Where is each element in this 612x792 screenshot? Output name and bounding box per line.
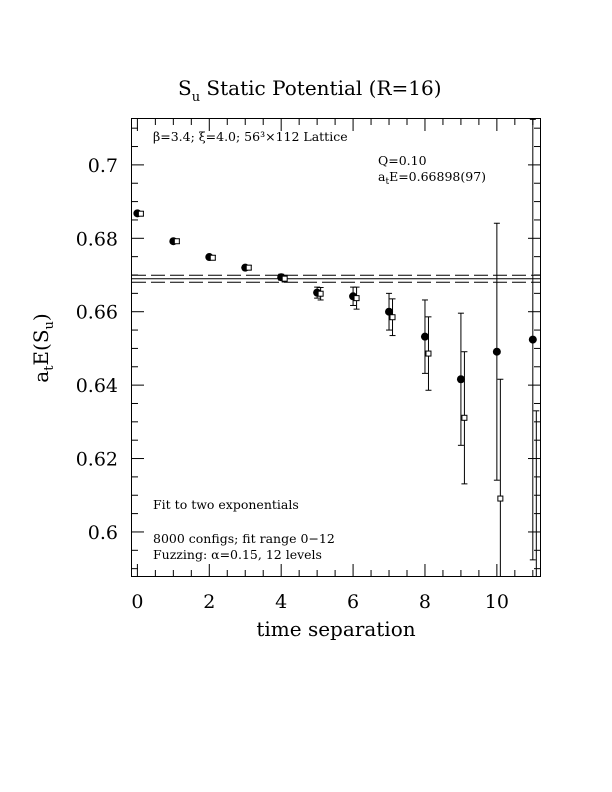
data-point-square <box>245 264 252 271</box>
data-point-square <box>534 603 539 608</box>
data-point-circle <box>528 335 537 344</box>
y-axis-label: atE(Su) <box>29 313 57 382</box>
data-point-square <box>497 495 504 502</box>
data-point-square <box>137 210 144 217</box>
data-point-square <box>209 254 216 261</box>
y-tick-label: 0.68 <box>76 228 118 250</box>
y-tick-label: 0.62 <box>76 449 118 471</box>
x-tick-labels: 0 2 4 6 8 10 <box>131 591 509 613</box>
data-point-square <box>317 290 324 297</box>
axis-ticks <box>132 119 540 576</box>
data-point-circle <box>492 347 501 356</box>
fuzzing-annotation: Fuzzing: α=0.15, 12 levels <box>153 547 322 562</box>
fit-band <box>132 274 540 283</box>
x-tick-label: 8 <box>419 591 431 613</box>
configs-annotation: 8000 configs; fit range 0−12 <box>153 531 335 546</box>
energy-annotation: atE=0.66898(97) <box>378 169 486 187</box>
chart-title: Su Static Potential (R=16) <box>178 76 442 105</box>
x-tick-label: 6 <box>347 591 359 613</box>
y-tick-label: 0.64 <box>76 375 118 397</box>
x-tick-label: 2 <box>203 591 215 613</box>
x-tick-label: 10 <box>485 591 509 613</box>
data-point-square <box>173 238 180 245</box>
x-tick-label: 4 <box>275 591 287 613</box>
y-tick-label: 0.6 <box>88 522 118 544</box>
fit-annotation: Fit to two exponentials <box>153 497 299 512</box>
data-point-square <box>281 275 288 282</box>
data-point-square <box>461 414 468 421</box>
data-point-circle <box>385 307 394 316</box>
data-point-square <box>425 350 432 357</box>
data-point-square <box>353 295 360 302</box>
data-series <box>133 119 540 608</box>
data-point-circle <box>420 332 429 341</box>
x-tick-label: 0 <box>131 591 143 613</box>
x-axis-label: time separation <box>256 617 415 641</box>
q-annotation: Q=0.10 <box>378 153 427 168</box>
y-tick-label: 0.66 <box>76 302 118 324</box>
y-tick-labels: 0.6 0.62 0.64 0.66 0.68 0.7 <box>76 155 118 544</box>
data-point-circle <box>456 375 465 384</box>
y-tick-label: 0.7 <box>88 155 118 177</box>
plot-frame <box>131 118 541 577</box>
lattice-annotation: β=3.4; ξ=4.0; 56³×112 Lattice <box>153 129 348 144</box>
data-point-square <box>389 314 396 321</box>
